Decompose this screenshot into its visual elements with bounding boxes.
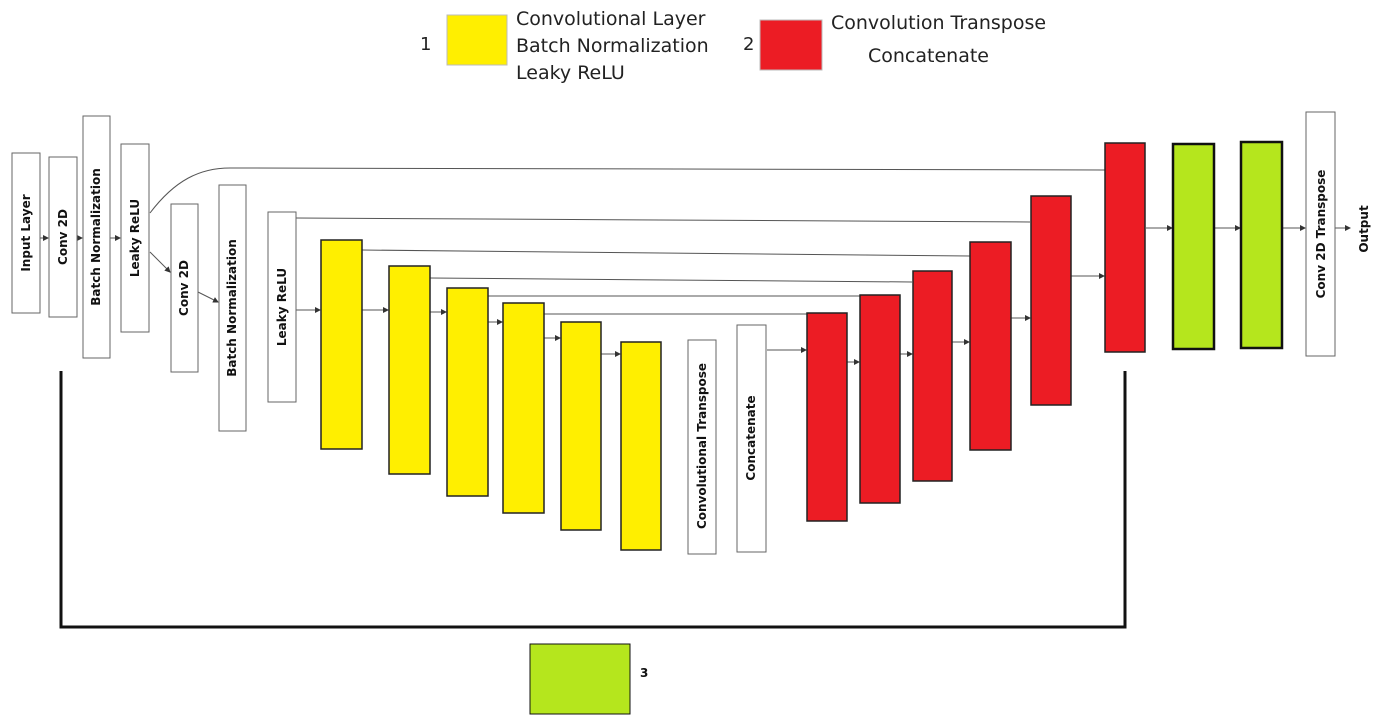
branch-leaky-to-conv bbox=[149, 251, 171, 273]
legend-2-swatch bbox=[759, 19, 823, 71]
legend-1-swatch bbox=[446, 14, 508, 66]
conv2d-1-label: Conv 2D bbox=[56, 209, 70, 265]
conv2d-transpose-label: Conv 2D Transpose bbox=[1314, 170, 1328, 299]
final-layers: Conv 2D Transpose Output bbox=[1305, 111, 1371, 357]
legend-2-line-1: Convolution Transpose bbox=[831, 12, 1046, 34]
legend-1-line-1: Convolutional Layer bbox=[516, 8, 706, 30]
branch-conv-to-bn bbox=[197, 291, 219, 303]
legend-3-swatch bbox=[529, 643, 631, 715]
legend: 1 Convolutional Layer Batch Normalizatio… bbox=[420, 8, 1046, 84]
decoder-block-6 bbox=[1104, 142, 1146, 353]
conv-transpose-label: Convolutional Transpose bbox=[695, 363, 709, 529]
output-block-1 bbox=[1171, 142, 1216, 351]
encoder-block-4 bbox=[502, 302, 545, 514]
skip-connection-1 bbox=[149, 167, 1106, 214]
conv2d-1-box bbox=[48, 156, 78, 318]
input-layer-box bbox=[11, 152, 41, 314]
output-label: Output bbox=[1357, 205, 1371, 253]
legend-2-line-2: Concatenate bbox=[868, 45, 989, 67]
skip-connection-3 bbox=[361, 249, 971, 257]
batch-norm-1-label: Batch Normalization bbox=[89, 168, 103, 306]
skip-connection-4 bbox=[429, 277, 913, 283]
output-blocks bbox=[1171, 140, 1284, 351]
encoder-block-6 bbox=[620, 341, 662, 551]
decoder-block-1 bbox=[806, 312, 848, 522]
leaky-relu-2-box bbox=[267, 211, 297, 403]
decoder-blocks bbox=[806, 142, 1146, 522]
encoder-input-labels: Input Layer Conv 2D Batch Normalization … bbox=[19, 168, 289, 377]
encoder-block-5 bbox=[560, 321, 602, 531]
legend-3-number: 3 bbox=[640, 666, 648, 680]
legend-3: 3 bbox=[529, 643, 648, 715]
encoder-block-1 bbox=[320, 239, 363, 450]
skip-connection-2 bbox=[295, 217, 1031, 223]
decoder-block-5 bbox=[1030, 195, 1072, 406]
bottleneck-labels: Convolutional Transpose Concatenate bbox=[695, 363, 758, 529]
decoder-block-4 bbox=[969, 241, 1012, 451]
legend-1-number: 1 bbox=[420, 34, 431, 55]
legend-1-line-2: Batch Normalization bbox=[516, 35, 709, 57]
bottleneck-layers bbox=[687, 324, 767, 555]
encoder-blocks bbox=[320, 239, 662, 551]
encoder-input-layers bbox=[11, 115, 297, 432]
leaky-relu-2-label: Leaky ReLU bbox=[275, 268, 289, 346]
conv2d-transpose-box bbox=[1305, 111, 1336, 357]
batch-norm-2-box bbox=[218, 184, 247, 432]
leaky-relu-1-label: Leaky ReLU bbox=[128, 199, 142, 277]
decoder-block-2 bbox=[859, 294, 901, 504]
legend-2-number: 2 bbox=[743, 34, 754, 55]
conv2d-2-box bbox=[170, 203, 199, 373]
input-layer-label: Input Layer bbox=[19, 194, 33, 271]
legend-1-line-3: Leaky ReLU bbox=[516, 62, 625, 84]
batch-norm-1-box bbox=[82, 115, 111, 359]
encoder-block-2 bbox=[388, 265, 431, 475]
conv2d-2-label: Conv 2D bbox=[177, 260, 191, 316]
decoder-block-3 bbox=[912, 270, 953, 482]
conv-transpose-box bbox=[687, 339, 717, 555]
concatenate-label: Concatenate bbox=[744, 395, 758, 480]
leaky-relu-1-box bbox=[120, 143, 150, 333]
connections bbox=[40, 167, 1351, 365]
batch-norm-2-label: Batch Normalization bbox=[225, 239, 239, 377]
output-block-2 bbox=[1239, 140, 1284, 350]
encoder-block-3 bbox=[446, 287, 489, 497]
concatenate-box bbox=[736, 324, 767, 553]
bracket bbox=[59, 371, 1127, 629]
